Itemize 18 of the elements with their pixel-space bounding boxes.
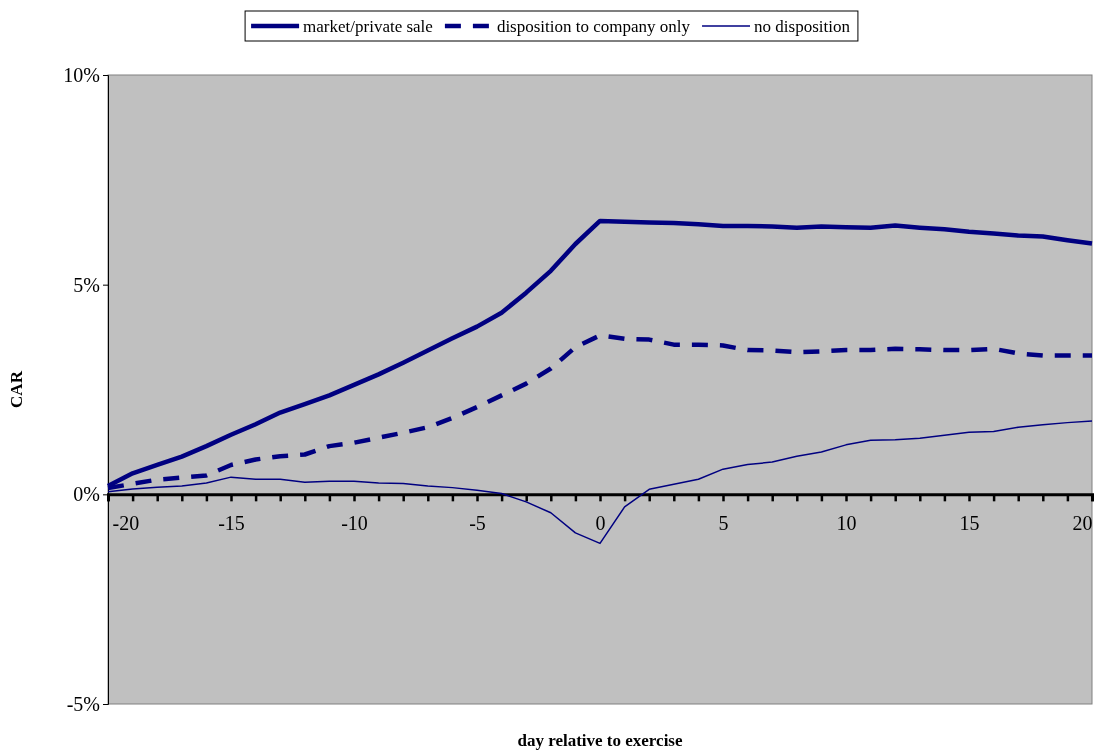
y-axis-title: CAR [7, 370, 26, 408]
x-tick-label: -15 [218, 512, 245, 535]
x-tick-label: 0 [595, 512, 606, 535]
legend-label: disposition to company only [496, 17, 691, 36]
x-tick-label: 5 [718, 512, 729, 535]
x-tick-label: -20 [112, 512, 140, 535]
legend-label: market/private sale [303, 17, 433, 36]
x-tick-label: 10 [836, 512, 857, 535]
x-axis-title: day relative to exercise [517, 731, 683, 750]
y-tick-label: 5% [73, 273, 100, 296]
x-tick-label: -10 [341, 512, 368, 535]
y-tick-label: 0% [73, 483, 100, 506]
x-tick-label: 15 [959, 512, 980, 535]
y-tick-label: 10% [63, 63, 100, 86]
x-tick-label: 20 [1072, 512, 1093, 535]
y-tick-label: -5% [66, 692, 100, 715]
x-tick-label: -5 [469, 512, 486, 535]
legend-label: no disposition [754, 17, 851, 36]
